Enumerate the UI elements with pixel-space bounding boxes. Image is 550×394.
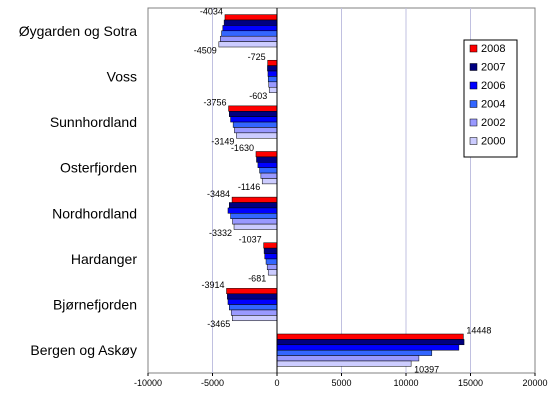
data-label: -725 — [248, 52, 266, 62]
data-label: -3484 — [207, 189, 230, 199]
data-label: -3332 — [209, 228, 232, 238]
bar-2002-4 — [232, 218, 278, 225]
data-label: 10397 — [414, 365, 439, 375]
data-label: -3465 — [207, 319, 230, 329]
bar-2004-1 — [267, 76, 278, 83]
bar-2002-0 — [219, 35, 278, 42]
legend-label-2002: 2002 — [481, 117, 505, 129]
bar-2007-4 — [229, 202, 278, 209]
tick-label: 10000 — [393, 378, 418, 388]
bar-2006-6 — [227, 298, 278, 305]
bar-2006-0 — [222, 25, 278, 32]
category-label: Voss — [107, 68, 137, 84]
tick-label: 0 — [274, 378, 279, 388]
data-label: -1146 — [238, 182, 260, 192]
category-label: Nordhordland — [52, 205, 137, 221]
category-label: Bergen og Askøy — [30, 342, 137, 358]
bar-2002-3 — [260, 172, 278, 179]
bar-2007-3 — [256, 156, 278, 163]
legend-swatch-2000 — [469, 137, 478, 145]
bar-2004-4 — [230, 213, 278, 219]
bar-2007-5 — [263, 247, 278, 254]
category-label: Øygarden og Sotra — [19, 23, 138, 39]
bar-2000-6 — [232, 315, 278, 322]
bar-2007-2 — [229, 111, 278, 117]
tick-label: -5000 — [201, 378, 224, 388]
bar-2008-0 — [224, 14, 278, 21]
legend: 2008 2007 2006 2004 2002 2000 — [463, 39, 518, 158]
data-label: -603 — [249, 91, 267, 101]
data-label: -4034 — [200, 6, 223, 16]
category-labels: Øygarden og Sotra Voss Sunnhordland Osterfj… — [19, 23, 138, 358]
data-label: -681 — [248, 273, 266, 283]
bar-2007-1 — [267, 65, 278, 72]
legend-label-2006: 2006 — [481, 80, 505, 92]
x-axis-tick-labels: -10000 -5000 0 5000 10000 15000 20000 — [134, 373, 548, 388]
data-label: -1630 — [231, 143, 254, 153]
bar-2000-4 — [233, 223, 278, 230]
bar-2008-2 — [228, 105, 278, 112]
bar-2004-7 — [276, 349, 433, 356]
bar-2004-5 — [265, 258, 278, 265]
category-label: Bjørnefjorden — [53, 297, 137, 313]
bar-2006-1 — [267, 70, 278, 77]
bar-2004-2 — [232, 121, 278, 128]
bar-2006-2 — [230, 116, 278, 123]
bar-2008-5 — [263, 242, 278, 249]
bar-2004-3 — [259, 167, 278, 174]
data-label: -4509 — [194, 45, 217, 55]
tick-label: 5000 — [331, 378, 351, 388]
legend-swatch-2008 — [469, 44, 478, 53]
tick-label: 20000 — [522, 378, 547, 388]
category-label: Osterfjorden — [60, 160, 137, 176]
legend-swatch-2007 — [469, 63, 478, 71]
data-label: -3149 — [211, 137, 234, 147]
legend-label-2004: 2004 — [481, 99, 505, 111]
bar-2000-2 — [236, 132, 278, 139]
legend-label-2008: 2008 — [481, 43, 505, 55]
category-label: Sunnhordland — [50, 114, 137, 130]
bar-2004-6 — [229, 304, 278, 311]
bar-2002-6 — [230, 309, 278, 316]
legend-swatch-2004 — [469, 100, 478, 108]
bar-2000-1 — [268, 86, 278, 93]
bar-2008-6 — [226, 288, 278, 295]
legend-swatch-2002 — [469, 118, 478, 127]
bar-2006-7 — [276, 344, 460, 351]
data-label: -1037 — [239, 234, 262, 244]
bar-2006-5 — [264, 253, 278, 260]
data-label: -3756 — [204, 98, 227, 108]
bar-2006-4 — [227, 207, 278, 214]
bar-2002-2 — [234, 127, 278, 134]
category-label: Hardanger — [71, 251, 137, 267]
bar-2004-0 — [221, 30, 278, 37]
bar-2008-4 — [231, 196, 278, 203]
bar-2008-1 — [267, 59, 278, 66]
bar-2006-3 — [257, 162, 278, 168]
bar-2000-3 — [261, 178, 278, 185]
tick-label: -10000 — [134, 378, 162, 388]
bar-2008-3 — [255, 151, 278, 158]
legend-label-2000: 2000 — [481, 136, 505, 148]
bar-2007-7 — [276, 339, 465, 346]
bar-2000-0 — [218, 41, 278, 48]
bar-2002-1 — [268, 81, 278, 88]
data-label: 14448 — [466, 326, 491, 336]
bar-2002-5 — [266, 264, 278, 270]
bar-2000-7 — [276, 360, 412, 367]
bar-2007-6 — [227, 293, 278, 300]
bars — [218, 14, 465, 367]
tick-label: 15000 — [458, 378, 483, 388]
bar-2002-7 — [276, 355, 420, 362]
bar-2007-0 — [223, 19, 278, 26]
legend-label-2007: 2007 — [481, 62, 505, 74]
bar-2008-7 — [276, 333, 464, 340]
data-labels: -4034 -4509 -725 -603 -3756 -3149-1630 -1146 -3… — [194, 6, 492, 374]
legend-swatch-2006 — [469, 81, 478, 90]
bar-2000-5 — [267, 269, 278, 276]
data-label: -3914 — [201, 280, 224, 290]
